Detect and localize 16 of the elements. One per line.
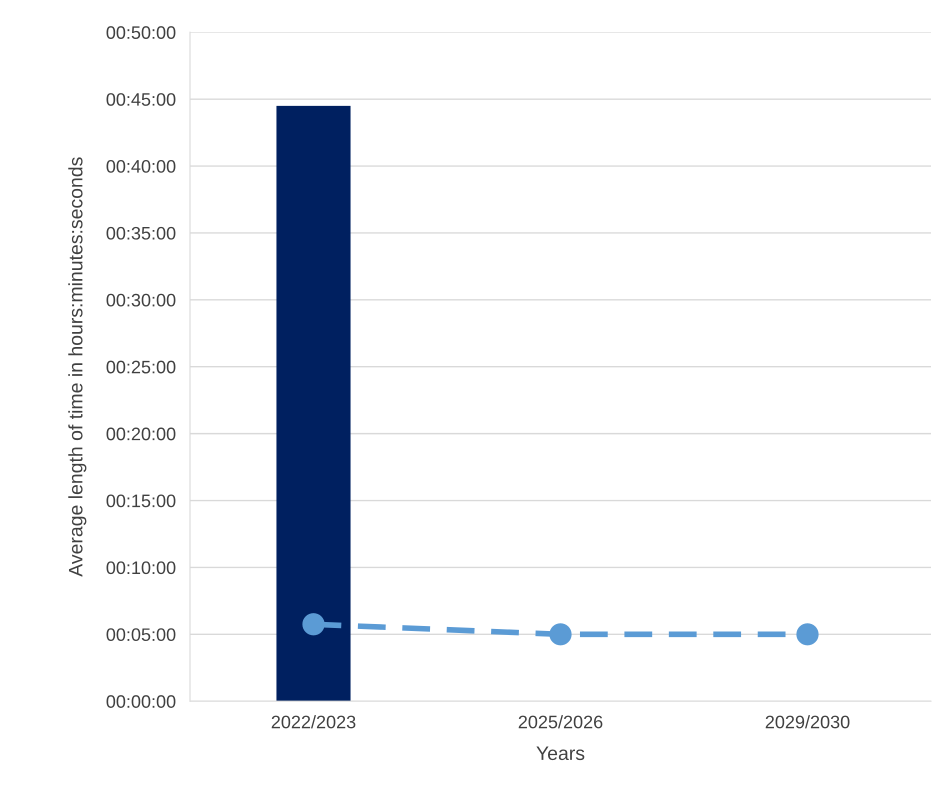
y-tick-label: 00:25:00 xyxy=(106,360,176,374)
y-tick-label: 00:05:00 xyxy=(106,628,176,642)
y-tick-label: 00:30:00 xyxy=(106,294,176,307)
y-tick-label: 00:20:00 xyxy=(106,428,176,440)
y-tick-label: 00:15:00 xyxy=(106,494,176,508)
y-tick-label: 00:45:00 xyxy=(106,93,176,106)
y-tick-label: 00:40:00 xyxy=(106,160,176,173)
x-axis-title: Years xyxy=(536,746,584,760)
y-tick-label: 00:10:00 xyxy=(106,561,176,574)
x-tick-label: 2022/2023 xyxy=(272,715,356,728)
y-tick-label: 00:00:00 xyxy=(106,695,176,708)
y-tick-label: 00:50:00 xyxy=(106,26,176,39)
y-tick-label: 00:35:00 xyxy=(106,226,176,240)
y-axis-title: Average length of time in hours:minutes:seconds xyxy=(68,157,86,577)
x-tick-label: 2029/2030 xyxy=(766,715,850,728)
x-tick-label: 2025/2026 xyxy=(518,715,602,728)
